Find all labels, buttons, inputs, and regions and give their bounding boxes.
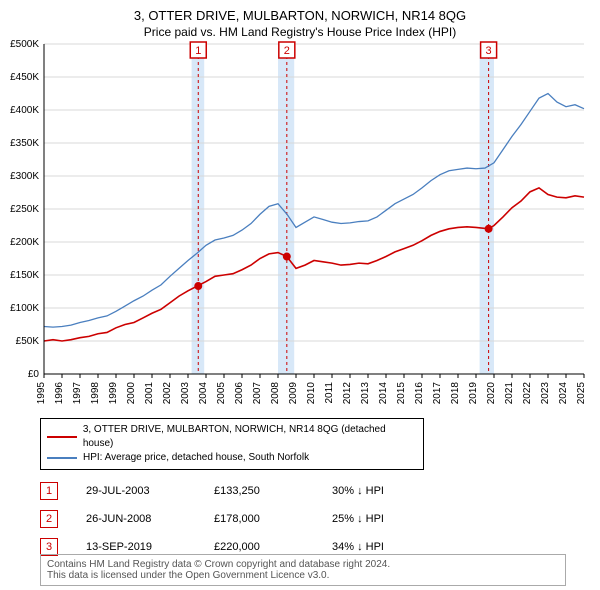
footer-line1: Contains HM Land Registry data © Crown c… — [47, 559, 559, 570]
svg-text:1995: 1995 — [36, 382, 47, 405]
svg-text:2014: 2014 — [378, 382, 389, 405]
svg-text:2000: 2000 — [126, 382, 137, 405]
sale-pin: 1 — [40, 482, 58, 500]
svg-text:2: 2 — [284, 45, 290, 57]
svg-text:2025: 2025 — [576, 382, 587, 405]
svg-text:2004: 2004 — [198, 382, 209, 405]
svg-text:3: 3 — [486, 45, 492, 57]
legend-label: HPI: Average price, detached house, Sout… — [83, 451, 309, 465]
svg-text:£100K: £100K — [10, 303, 39, 314]
svg-text:2002: 2002 — [162, 382, 173, 405]
svg-text:2006: 2006 — [234, 382, 245, 405]
sale-price: £133,250 — [214, 485, 304, 497]
footer-note: Contains HM Land Registry data © Crown c… — [40, 554, 566, 586]
svg-text:£250K: £250K — [10, 204, 39, 215]
svg-text:2021: 2021 — [504, 382, 515, 405]
svg-text:£300K: £300K — [10, 171, 39, 182]
svg-text:2003: 2003 — [180, 382, 191, 405]
svg-text:2019: 2019 — [468, 382, 479, 405]
svg-text:£450K: £450K — [10, 72, 39, 83]
svg-text:£500K: £500K — [10, 39, 39, 50]
svg-text:2009: 2009 — [288, 382, 299, 405]
sale-hpi: 25% ↓ HPI — [332, 513, 422, 525]
legend-item-property: 3, OTTER DRIVE, MULBARTON, NORWICH, NR14… — [47, 423, 417, 451]
svg-text:2012: 2012 — [342, 382, 353, 405]
sale-price: £220,000 — [214, 541, 304, 553]
svg-text:1: 1 — [195, 45, 201, 57]
svg-text:1998: 1998 — [90, 382, 101, 405]
svg-text:2005: 2005 — [216, 382, 227, 405]
svg-text:2011: 2011 — [324, 382, 335, 404]
chart: £0 £50K £100K £150K £200K £250K £300K £350K £400… — [0, 38, 600, 414]
svg-text:2020: 2020 — [486, 382, 497, 405]
svg-text:£150K: £150K — [10, 270, 39, 281]
svg-text:2017: 2017 — [432, 382, 443, 405]
sale-hpi: 30% ↓ HPI — [332, 485, 422, 497]
sale-pin: 2 — [40, 510, 58, 528]
legend-box: 3, OTTER DRIVE, MULBARTON, NORWICH, NR14… — [40, 418, 424, 470]
sale-row: 2 26-JUN-2008 £178,000 25% ↓ HPI — [40, 510, 560, 528]
sale-row: 1 29-JUL-2003 £133,250 30% ↓ HPI — [40, 482, 560, 500]
svg-text:2001: 2001 — [144, 382, 155, 405]
svg-text:£50K: £50K — [16, 336, 40, 347]
svg-text:1997: 1997 — [72, 382, 83, 405]
sale-price: £178,000 — [214, 513, 304, 525]
svg-text:2018: 2018 — [450, 382, 461, 405]
sale-date: 13-SEP-2019 — [86, 541, 186, 553]
svg-text:2024: 2024 — [558, 382, 569, 405]
svg-text:£200K: £200K — [10, 237, 39, 248]
svg-text:£400K: £400K — [10, 105, 39, 116]
svg-text:1999: 1999 — [108, 382, 119, 405]
subtitle: Price paid vs. HM Land Registry's House … — [0, 25, 600, 39]
footer-line2: This data is licensed under the Open Gov… — [47, 570, 559, 581]
svg-text:2007: 2007 — [252, 382, 263, 405]
svg-text:2008: 2008 — [270, 382, 281, 405]
legend-item-hpi: HPI: Average price, detached house, Sout… — [47, 451, 417, 465]
sales-table: 1 29-JUL-2003 £133,250 30% ↓ HPI 2 26-JUN-200… — [40, 482, 560, 556]
sale-date: 26-JUN-2008 — [86, 513, 186, 525]
legend-label: 3, OTTER DRIVE, MULBARTON, NORWICH, NR14… — [83, 423, 417, 451]
svg-text:2013: 2013 — [360, 382, 371, 405]
title: 3, OTTER DRIVE, MULBARTON, NORWICH, NR14… — [0, 0, 600, 23]
svg-text:2016: 2016 — [414, 382, 425, 405]
svg-text:2010: 2010 — [306, 382, 317, 405]
legend-and-sales: 3, OTTER DRIVE, MULBARTON, NORWICH, NR14… — [40, 418, 560, 566]
sale-hpi: 34% ↓ HPI — [332, 541, 422, 553]
svg-text:£350K: £350K — [10, 138, 39, 149]
sale-date: 29-JUL-2003 — [86, 485, 186, 497]
svg-text:2022: 2022 — [522, 382, 533, 405]
svg-text:1996: 1996 — [54, 382, 65, 405]
svg-text:2023: 2023 — [540, 382, 551, 405]
svg-text:£0: £0 — [28, 369, 40, 380]
svg-text:2015: 2015 — [396, 382, 407, 405]
